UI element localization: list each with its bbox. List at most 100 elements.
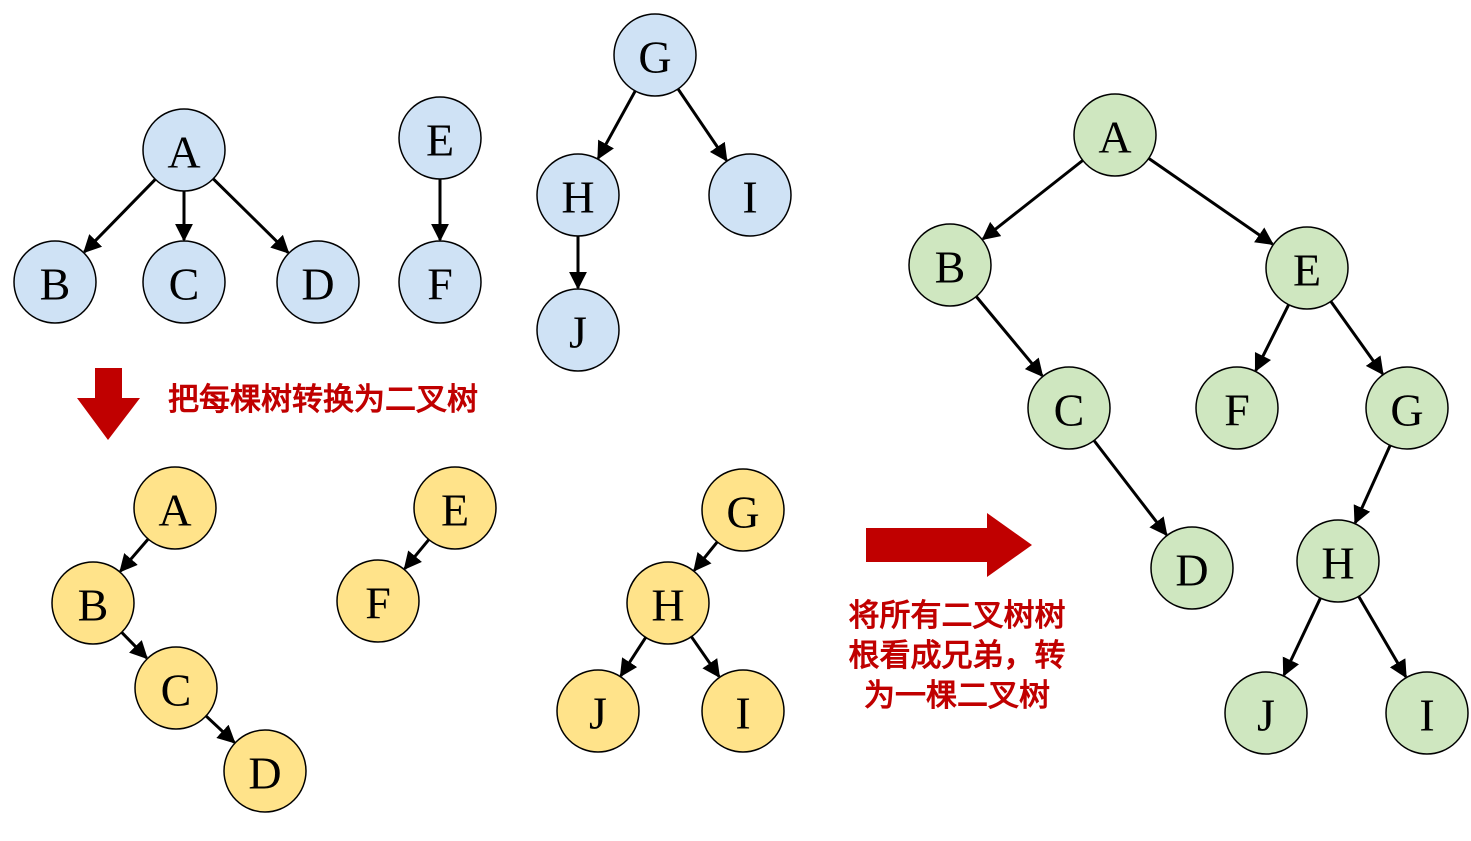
converted-edge-c-d bbox=[204, 714, 236, 744]
step2-caption: 将所有二叉树树 根看成兄弟，转 为一棵二叉树 bbox=[802, 596, 1112, 716]
forest-node-j-label: J bbox=[569, 307, 587, 358]
converted-edge-h-i bbox=[690, 635, 721, 678]
forest-node-h: H bbox=[536, 153, 620, 237]
converted-node-b: B bbox=[51, 561, 135, 645]
converted-edge-g-h bbox=[693, 540, 719, 572]
merged-node-j: J bbox=[1224, 671, 1308, 755]
converted-node-g: G bbox=[701, 468, 785, 552]
down-arrow-icon bbox=[77, 368, 140, 440]
merged-node-c: C bbox=[1027, 366, 1111, 450]
forest-edge-a-d bbox=[212, 177, 290, 254]
converted-node-j-circle bbox=[556, 669, 640, 753]
converted-node-i: I bbox=[701, 669, 785, 753]
converted-node-j: J bbox=[556, 669, 640, 753]
converted-edge-h-j bbox=[619, 636, 647, 678]
converted-node-i-label: I bbox=[735, 688, 750, 739]
converted-node-g-circle bbox=[701, 468, 785, 552]
converted-node-g-label: G bbox=[726, 487, 759, 538]
forest-node-c: C bbox=[142, 240, 226, 324]
converted-edge-e-f bbox=[403, 538, 431, 571]
forest-node-a-label: A bbox=[167, 127, 200, 178]
converted-node-a: A bbox=[133, 466, 217, 550]
right-arrow-icon bbox=[866, 513, 1032, 577]
converted-node-j-label: J bbox=[589, 688, 607, 739]
forest-node-d: D bbox=[276, 240, 360, 324]
converted-node-f: F bbox=[336, 559, 420, 643]
merged-node-h-label: H bbox=[1321, 538, 1354, 589]
merged-node-i: I bbox=[1385, 671, 1469, 755]
forest-edge-a-b bbox=[83, 178, 157, 254]
forest-node-e: E bbox=[398, 96, 482, 180]
merged-edge-h-j bbox=[1282, 597, 1322, 677]
merged-edge-a-e bbox=[1147, 157, 1274, 246]
converted-node-e: E bbox=[413, 466, 497, 550]
converted-node-c-label: C bbox=[161, 665, 192, 716]
forest-node-d-label: D bbox=[301, 259, 334, 310]
converted-node-e-label: E bbox=[441, 485, 469, 536]
forest-node-i: I bbox=[708, 153, 792, 237]
forest-node-j-circle bbox=[536, 288, 620, 372]
forest-edge-g-i bbox=[676, 88, 728, 162]
converted-node-h-label: H bbox=[651, 580, 684, 631]
merged-node-f-label: F bbox=[1224, 385, 1250, 436]
merged-node-j-circle bbox=[1224, 671, 1308, 755]
merged-node-j-label: J bbox=[1257, 690, 1275, 741]
merged-edge-b-c bbox=[975, 295, 1044, 378]
converted-node-f-label: F bbox=[365, 578, 391, 629]
merged-node-a: A bbox=[1073, 93, 1157, 177]
forest-node-b: B bbox=[13, 240, 97, 324]
forest-node-c-circle bbox=[142, 240, 226, 324]
merged-node-g: G bbox=[1365, 366, 1449, 450]
forest-node-g-circle bbox=[613, 13, 697, 97]
forest-node-a-circle bbox=[142, 108, 226, 192]
forest-node-g-label: G bbox=[638, 32, 671, 83]
forest-node-e-circle bbox=[398, 96, 482, 180]
forest-node-f: F bbox=[398, 240, 482, 324]
forest-edge-g-h bbox=[596, 90, 637, 160]
merged-edge-c-d bbox=[1092, 439, 1168, 537]
converted-node-i-circle bbox=[701, 669, 785, 753]
step1-caption: 把每棵树转换为二叉树 bbox=[168, 382, 478, 418]
merged-node-c-label: C bbox=[1054, 385, 1085, 436]
forest-node-c-label: C bbox=[169, 259, 200, 310]
merged-node-e: E bbox=[1265, 226, 1349, 310]
converted-node-d-label: D bbox=[248, 748, 281, 799]
merged-node-h: H bbox=[1296, 519, 1380, 603]
converted-node-a-label: A bbox=[158, 485, 191, 536]
converted-node-f-circle bbox=[336, 559, 420, 643]
merged-edge-g-h bbox=[1353, 444, 1392, 525]
merged-node-g-circle bbox=[1365, 366, 1449, 450]
merged-node-g-label: G bbox=[1390, 385, 1423, 436]
merged-node-e-circle bbox=[1265, 226, 1349, 310]
forest-node-a: A bbox=[142, 108, 226, 192]
forest-node-f-circle bbox=[398, 240, 482, 324]
merged-node-b-circle bbox=[908, 223, 992, 307]
forest-node-g: G bbox=[613, 13, 697, 97]
merged-node-b: B bbox=[908, 223, 992, 307]
converted-node-c: C bbox=[134, 646, 218, 730]
merged-node-d: D bbox=[1150, 526, 1234, 610]
forest-node-f-label: F bbox=[427, 259, 453, 310]
converted-node-a-circle bbox=[133, 466, 217, 550]
converted-node-h: H bbox=[626, 561, 710, 645]
converted-edge-b-c bbox=[120, 631, 148, 660]
forest-node-b-circle bbox=[13, 240, 97, 324]
converted-node-e-circle bbox=[413, 466, 497, 550]
forest-node-j: J bbox=[536, 288, 620, 372]
forest-node-e-label: E bbox=[426, 115, 454, 166]
merged-node-i-circle bbox=[1385, 671, 1469, 755]
forest-node-h-label: H bbox=[561, 172, 594, 223]
merged-node-e-label: E bbox=[1293, 245, 1321, 296]
step2-caption-line2: 根看成兄弟，转 bbox=[848, 638, 1066, 674]
merged-node-a-circle bbox=[1073, 93, 1157, 177]
forest-node-h-circle bbox=[536, 153, 620, 237]
merged-edge-a-b bbox=[981, 159, 1084, 241]
converted-node-h-circle bbox=[626, 561, 710, 645]
merged-node-i-label: I bbox=[1419, 690, 1434, 741]
merged-edge-e-g bbox=[1329, 300, 1384, 376]
merged-node-d-label: D bbox=[1175, 545, 1208, 596]
step2-caption-line1: 将所有二叉树树 bbox=[848, 598, 1066, 634]
merged-edge-e-f bbox=[1254, 304, 1291, 373]
